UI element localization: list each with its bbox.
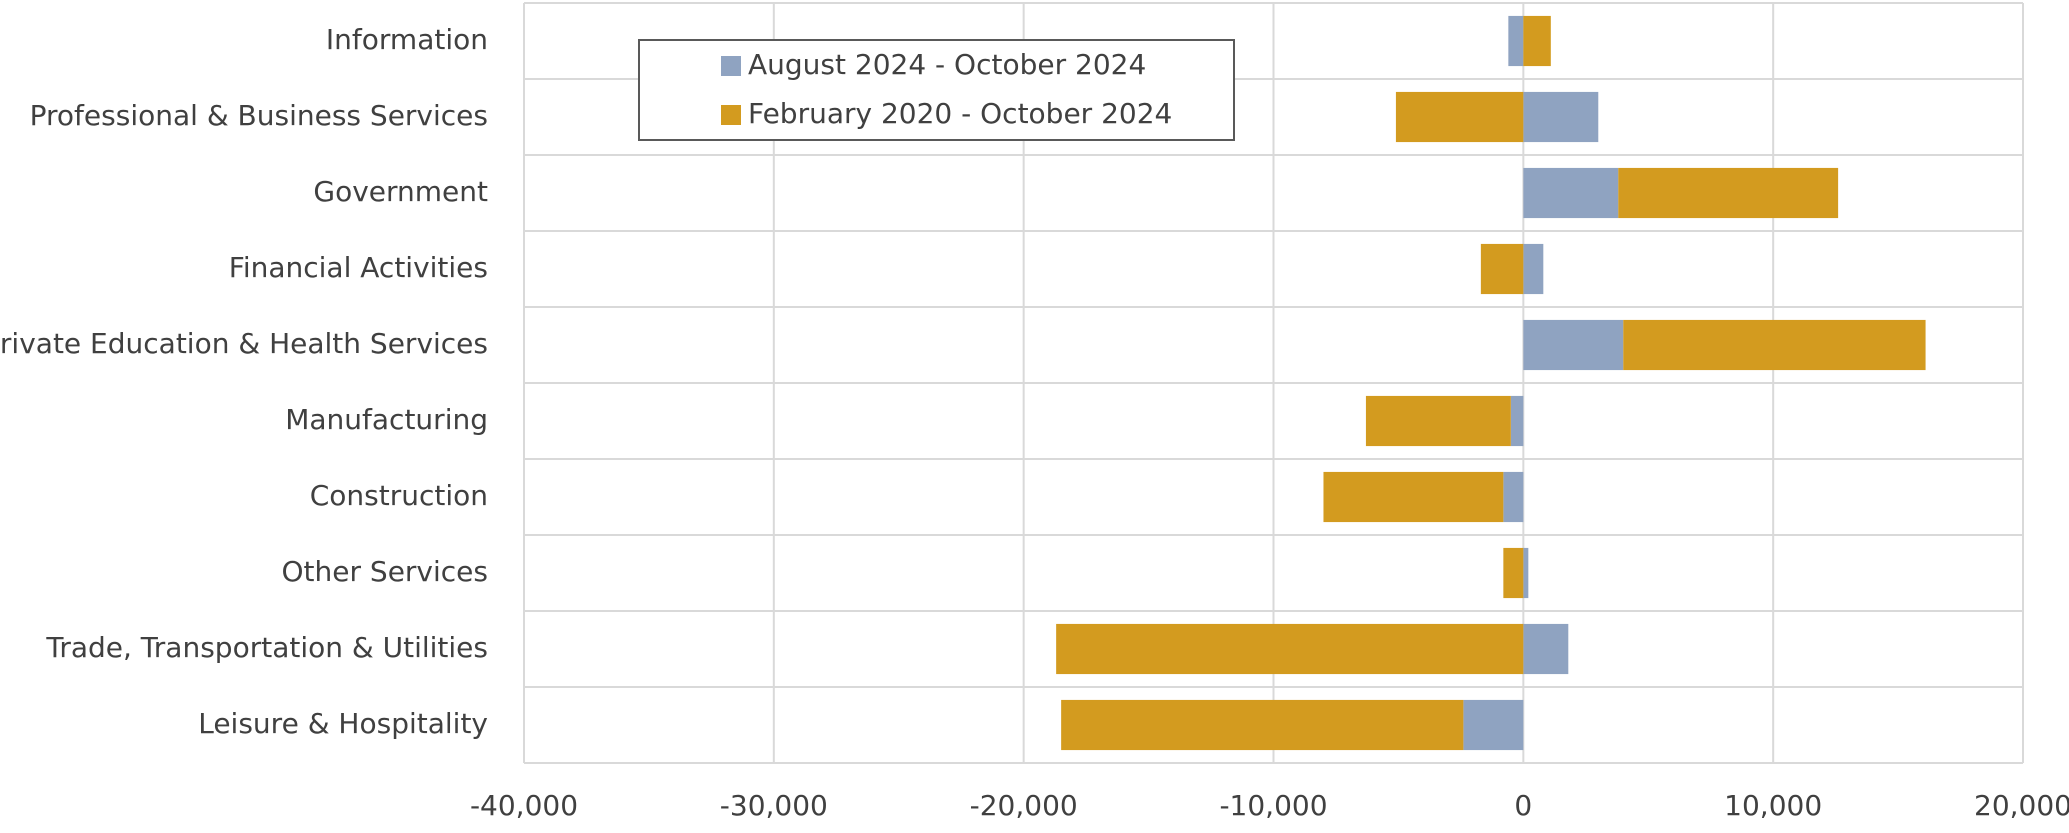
bar — [1508, 15, 1524, 67]
bar — [1523, 91, 1599, 143]
y-tick-label: Leisure & Hospitality — [198, 707, 488, 740]
y-tick-label: Manufacturing — [285, 403, 488, 436]
bar — [1463, 699, 1524, 751]
bar — [1523, 623, 1569, 675]
bar — [1523, 15, 1551, 67]
x-tick-label: -10,000 — [1219, 789, 1327, 822]
legend-label: August 2024 - October 2024 — [748, 48, 1146, 81]
bar — [1061, 699, 1464, 751]
bar — [1395, 91, 1524, 143]
bar — [1510, 395, 1524, 447]
y-tick-label: Construction — [310, 479, 488, 512]
legend-swatch — [721, 105, 741, 125]
bar — [1480, 243, 1524, 295]
bar — [1618, 167, 1839, 219]
bar — [1523, 547, 1529, 599]
x-tick-label: -40,000 — [470, 789, 578, 822]
bar — [1523, 167, 1619, 219]
x-tick-label: 20,000 — [1974, 789, 2069, 822]
bar — [1623, 319, 1926, 371]
y-tick-label: Government — [313, 175, 488, 208]
bar — [1503, 547, 1524, 599]
legend-label: February 2020 - October 2024 — [748, 97, 1172, 130]
bar — [1056, 623, 1524, 675]
y-tick-label: Trade, Transportation & Utilities — [45, 631, 488, 664]
bar — [1323, 471, 1504, 523]
bar — [1503, 471, 1524, 523]
x-tick-label: 0 — [1514, 789, 1532, 822]
bar — [1365, 395, 1511, 447]
y-tick-label: Private Education & Health Services — [0, 327, 488, 360]
x-tick-label: 10,000 — [1724, 789, 1822, 822]
x-tick-label: -30,000 — [720, 789, 828, 822]
bar — [1523, 243, 1544, 295]
x-tick-label: -20,000 — [970, 789, 1078, 822]
bar — [1523, 319, 1624, 371]
y-tick-label: Financial Activities — [229, 251, 488, 284]
y-tick-label: Other Services — [282, 555, 488, 588]
legend-swatch — [721, 56, 741, 76]
y-tick-label: Information — [326, 23, 488, 56]
y-tick-label: Professional & Business Services — [30, 99, 488, 132]
